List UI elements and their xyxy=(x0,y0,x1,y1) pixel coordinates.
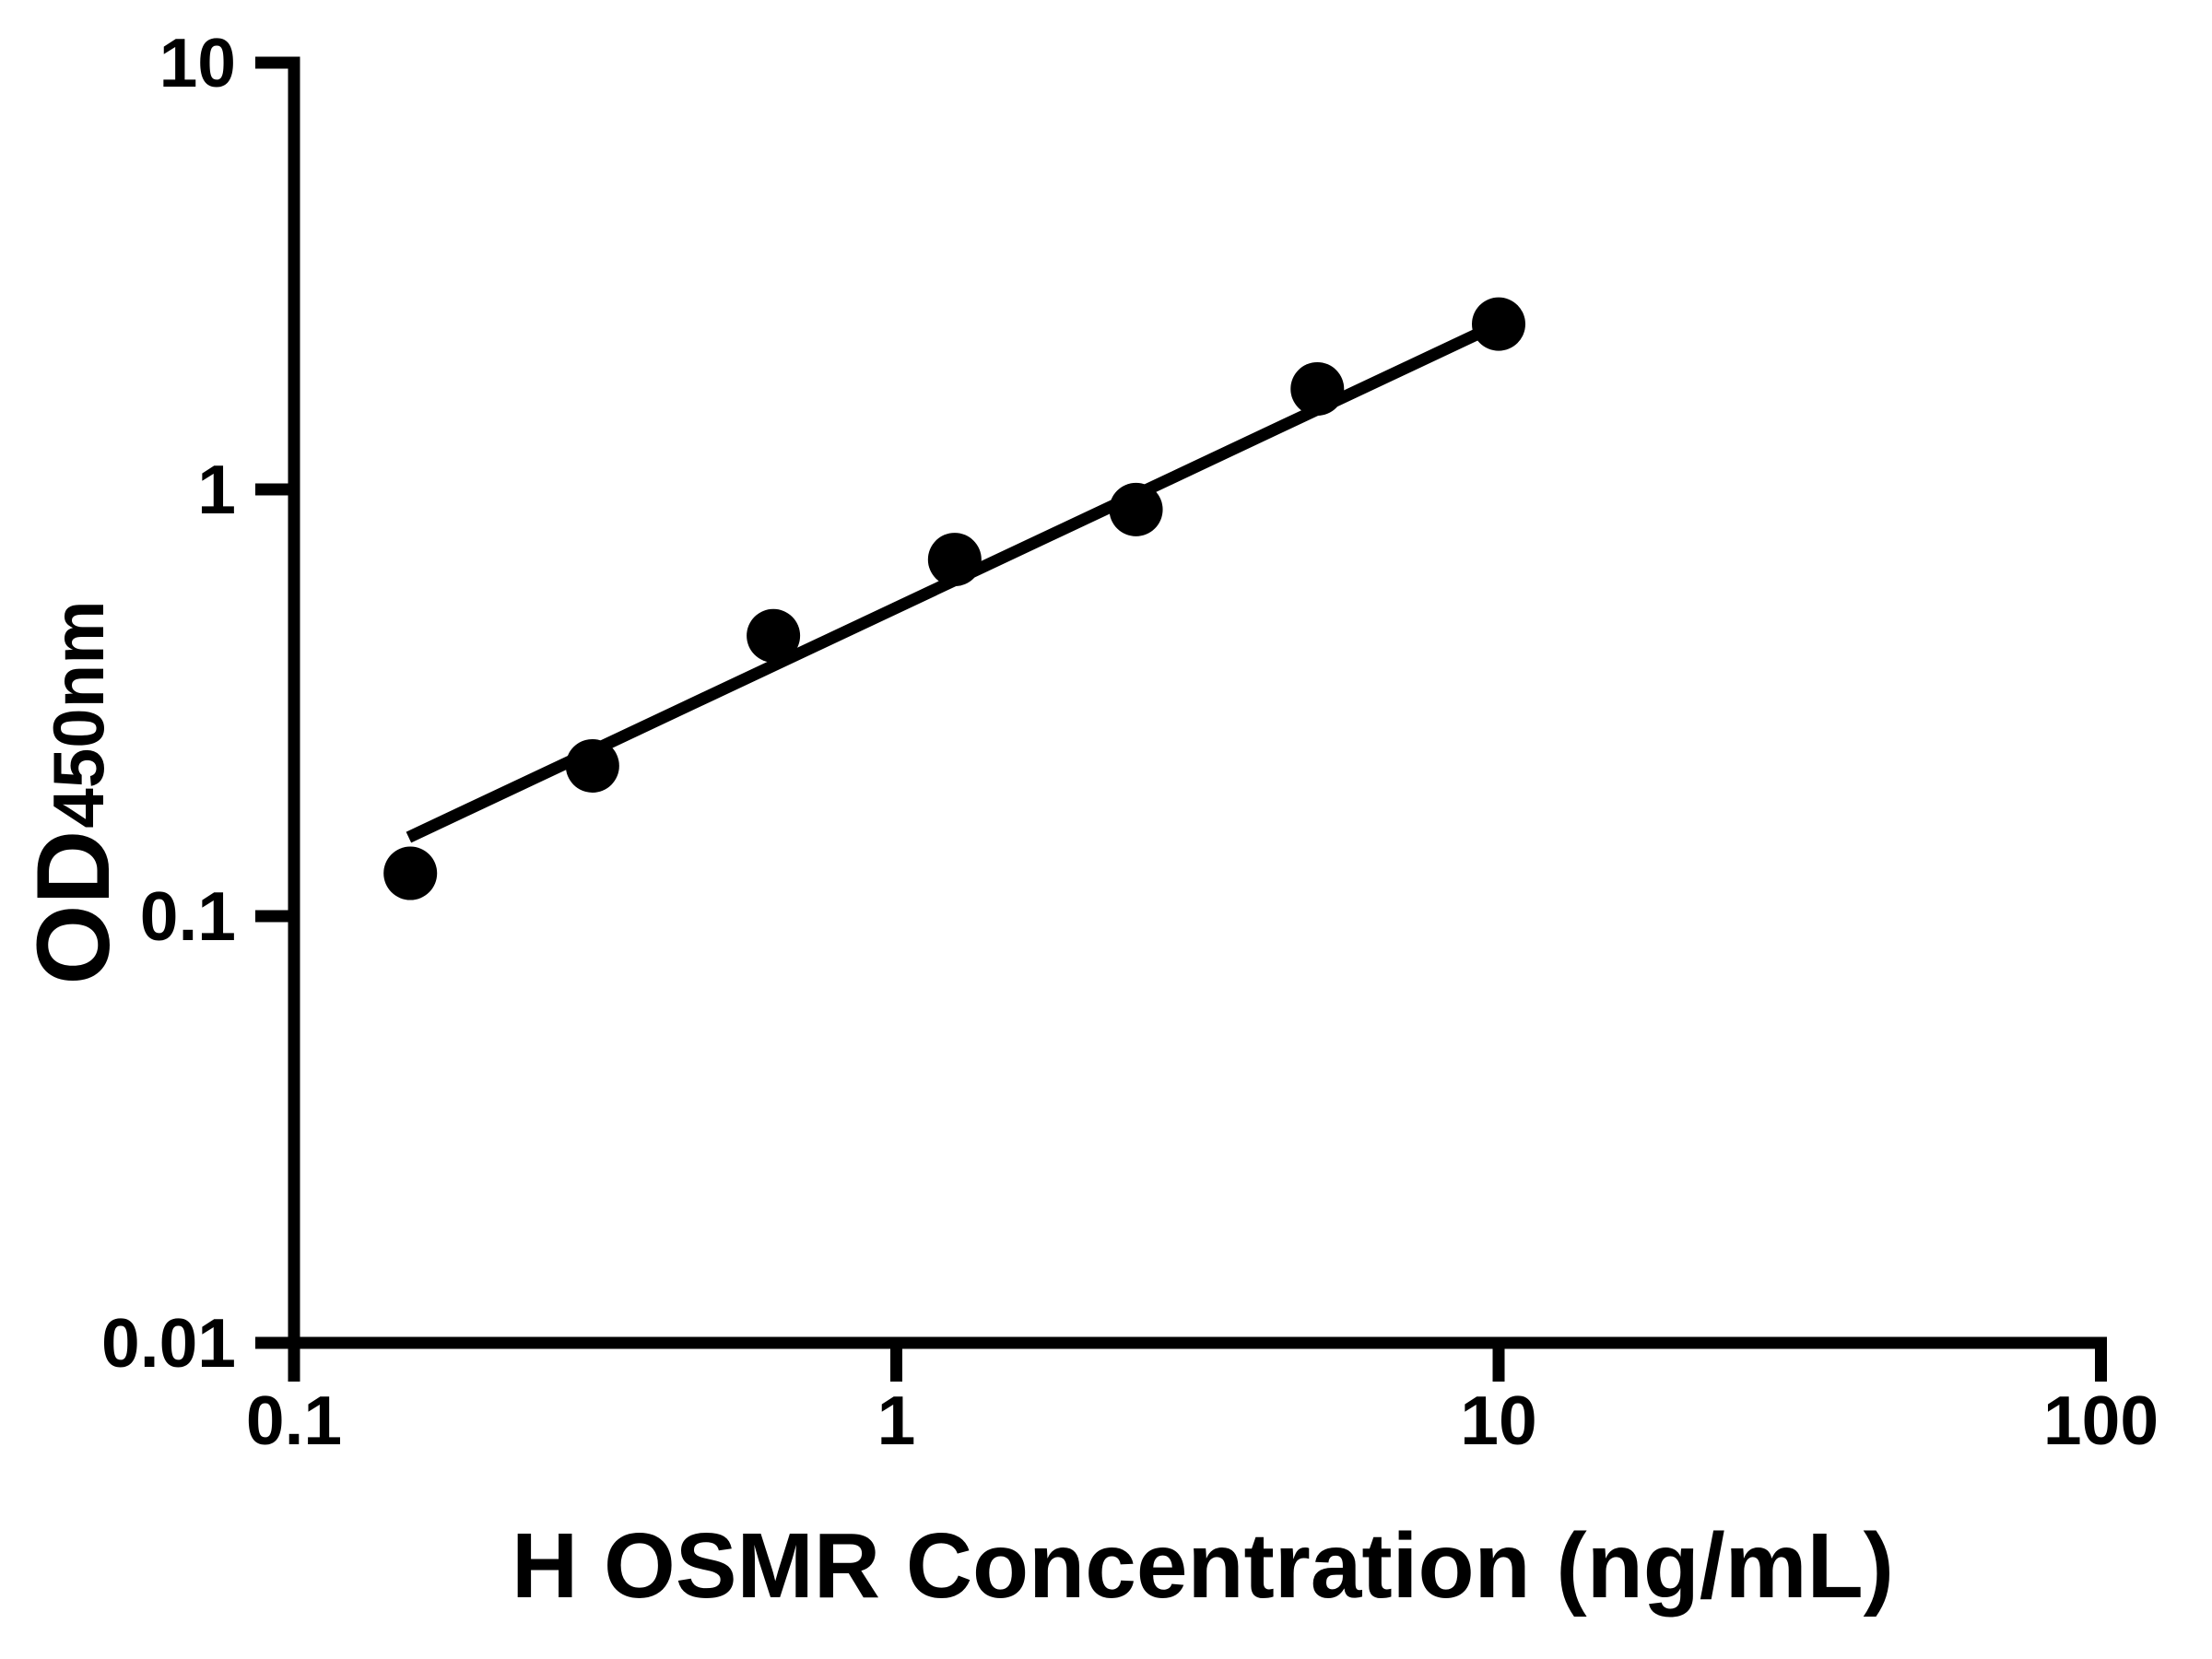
x-tick-label: 1 xyxy=(877,1382,916,1459)
x-tick-label: 10 xyxy=(1460,1382,1536,1459)
data-point xyxy=(747,608,801,663)
x-axis: 0.1 1 10 100 xyxy=(246,1336,2159,1459)
x-tick-label: 100 xyxy=(2043,1382,2159,1459)
data-point xyxy=(1290,361,1345,416)
data-point xyxy=(565,738,619,793)
y-tick-label: 1 xyxy=(197,451,236,528)
data-point xyxy=(1472,297,1525,351)
y-axis-title-subscript: 450nm xyxy=(38,600,119,828)
data-point xyxy=(383,846,438,900)
y-axis: 0.01 0.1 1 10 xyxy=(101,24,300,1382)
x-tick-label: 0.1 xyxy=(246,1382,342,1459)
data-points-group xyxy=(383,297,1525,900)
data-point xyxy=(1109,482,1163,536)
x-axis-title: H OSMR Concentration (ng/mL) xyxy=(512,1514,1894,1618)
svg-text:OD450nm: OD450nm xyxy=(16,600,131,984)
y-tick-label: 0.01 xyxy=(101,1304,236,1382)
y-tick-label: 0.1 xyxy=(140,877,236,955)
y-axis-title-main: OD xyxy=(16,830,131,985)
y-tick-label: 10 xyxy=(159,24,236,101)
y-axis-title: OD450nm xyxy=(16,600,131,984)
data-point xyxy=(927,533,982,587)
